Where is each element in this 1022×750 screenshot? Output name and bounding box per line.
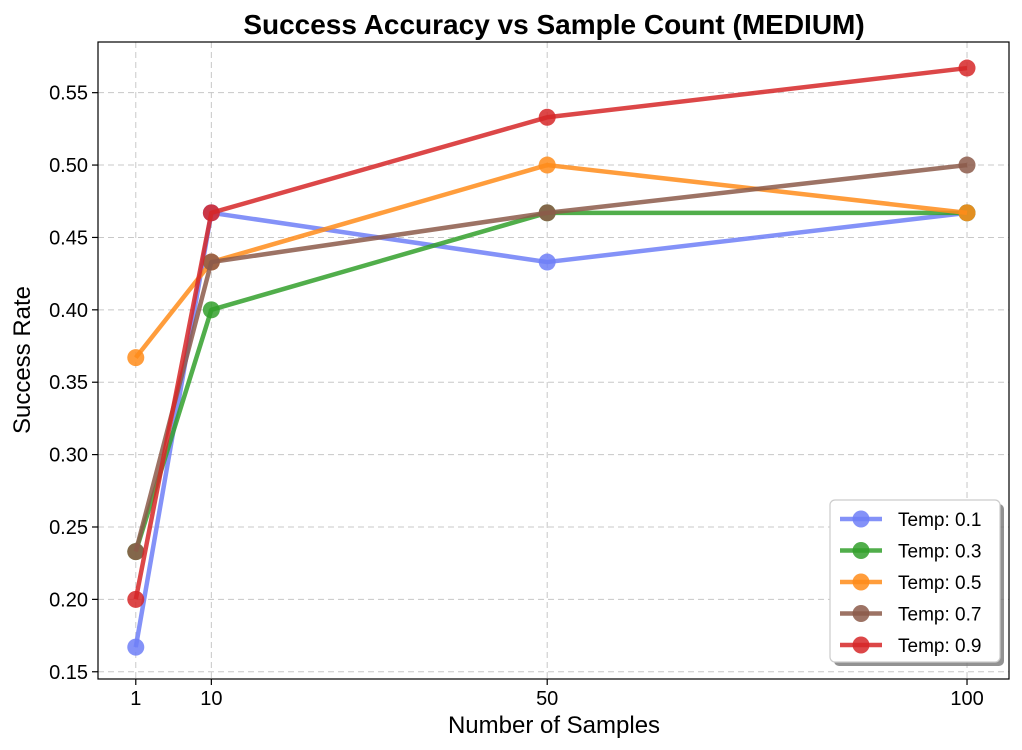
data-point — [958, 204, 976, 222]
x-tick-label: 50 — [536, 688, 558, 710]
chart-title: Success Accuracy vs Sample Count (MEDIUM… — [243, 9, 864, 40]
data-point — [127, 349, 145, 367]
y-tick-label: 0.40 — [49, 300, 88, 322]
y-tick-label: 0.45 — [49, 227, 88, 249]
data-point — [538, 156, 556, 174]
data-point — [127, 638, 145, 656]
series-line — [133, 65, 968, 600]
y-tick-label: 0.20 — [49, 589, 88, 611]
y-tick-label: 0.55 — [49, 83, 88, 105]
legend-marker — [852, 573, 870, 591]
legend-label: Temp: 0.9 — [898, 636, 981, 657]
series-line — [133, 162, 968, 553]
data-point — [202, 204, 220, 222]
data-point — [958, 156, 976, 174]
legend-box — [829, 499, 1001, 663]
axis-ticks: 1 10 50 100 0.15 0.20 0.25 0.30 0.35 0.40 0.45 0.50… — [49, 83, 984, 710]
y-tick-label: 0.50 — [49, 155, 88, 177]
data-point — [127, 543, 145, 561]
y-tick-label: 0.30 — [49, 445, 88, 467]
x-tick-label: 10 — [200, 688, 222, 710]
y-tick-label: 0.35 — [49, 372, 88, 394]
plot-frame — [97, 41, 1010, 680]
legend-label: Temp: 0.1 — [898, 510, 981, 531]
y-axis-label: Success Rate — [9, 286, 36, 434]
data-point — [958, 59, 976, 77]
legend-label: Temp: 0.3 — [898, 542, 981, 563]
data-point — [202, 301, 220, 319]
data-point — [538, 108, 556, 126]
y-tick-label: 0.25 — [49, 517, 88, 539]
data-point — [127, 590, 145, 608]
data-point — [538, 253, 556, 271]
legend: Temp: 0.1 Temp: 0.3 Temp: 0.5 Temp: 0.7 Temp… — [829, 499, 1004, 666]
x-axis-label: Number of Samples — [448, 712, 660, 739]
legend-marker — [852, 605, 870, 622]
x-tick-label: 1 — [130, 688, 141, 710]
series-5 — [127, 59, 976, 608]
series-line — [133, 210, 968, 553]
y-tick-label: 0.15 — [49, 662, 88, 684]
series-layer — [127, 59, 976, 656]
data-point — [538, 204, 556, 222]
legend-label: Temp: 0.7 — [898, 605, 981, 626]
legend-marker — [852, 636, 870, 654]
x-tick-label: 100 — [950, 688, 983, 710]
data-point — [202, 253, 220, 271]
legend-marker — [852, 542, 870, 559]
legend-label: Temp: 0.5 — [898, 573, 981, 594]
legend-marker — [852, 510, 870, 528]
